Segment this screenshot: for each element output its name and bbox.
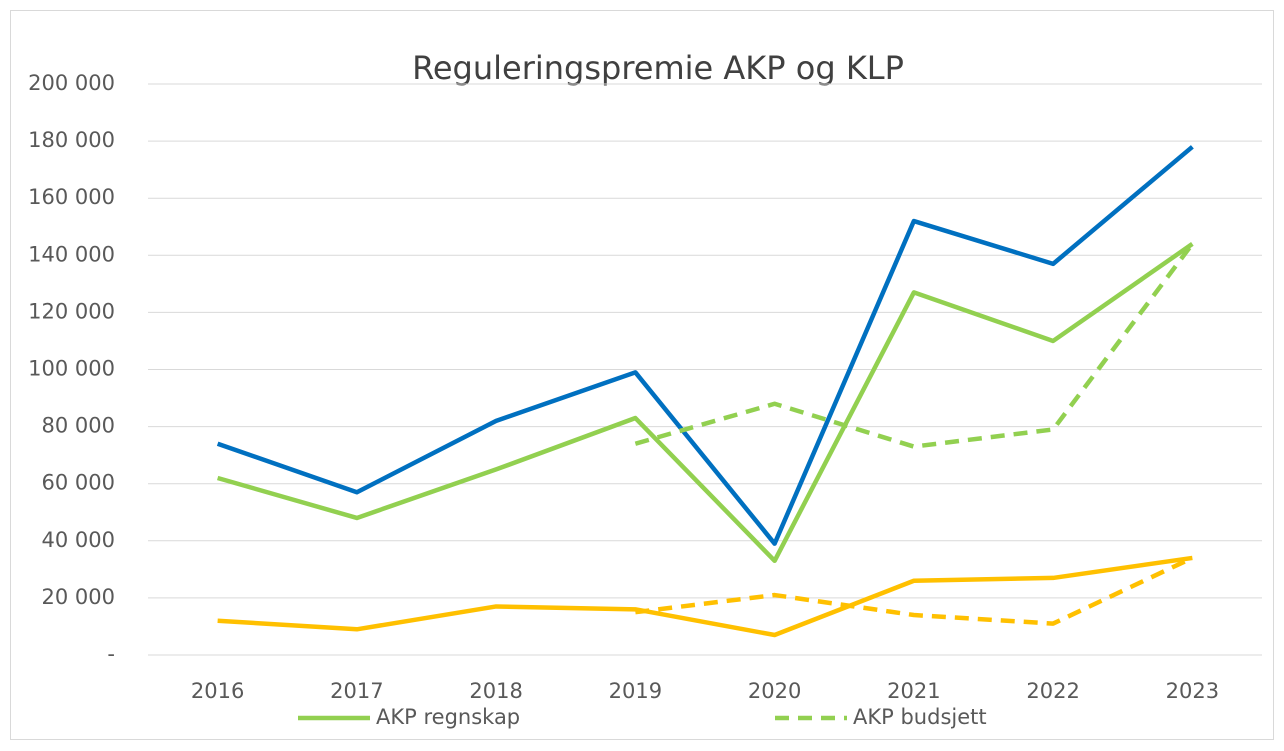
y-tick-label: 160 000	[28, 185, 115, 209]
line-series	[634, 242, 1195, 449]
y-tick-label: -	[107, 642, 115, 666]
y-tick-label: 120 000	[28, 299, 115, 323]
y-tick-label: 20 000	[42, 585, 115, 609]
y-tick-label: 80 000	[42, 414, 115, 438]
x-tick-label: 2018	[469, 679, 522, 703]
line-series	[217, 555, 1193, 638]
legend-label: AKP regnskap	[376, 705, 520, 729]
chart-title: Reguleringspremie AKP og KLP	[412, 49, 904, 87]
chart-border	[10, 10, 1274, 740]
x-tick-label: 2020	[748, 679, 801, 703]
x-tick-label: 2022	[1026, 679, 1079, 703]
y-tick-label: 60 000	[42, 471, 115, 495]
line-series	[217, 242, 1194, 564]
y-tick-label: 100 000	[28, 357, 115, 381]
x-tick-label: 2023	[1166, 679, 1219, 703]
y-tick-label: 140 000	[28, 242, 115, 266]
y-tick-label: 40 000	[42, 528, 115, 552]
x-tick-label: 2021	[887, 679, 940, 703]
line-series	[216, 145, 1194, 546]
y-tick-label: 180 000	[28, 128, 115, 152]
y-tick-label: 200 000	[28, 71, 115, 95]
x-tick-label: 2016	[191, 679, 244, 703]
x-tick-label: 2019	[609, 679, 662, 703]
legend-label: AKP budsjett	[853, 705, 987, 729]
line-series	[635, 555, 1194, 626]
x-tick-label: 2017	[330, 679, 383, 703]
